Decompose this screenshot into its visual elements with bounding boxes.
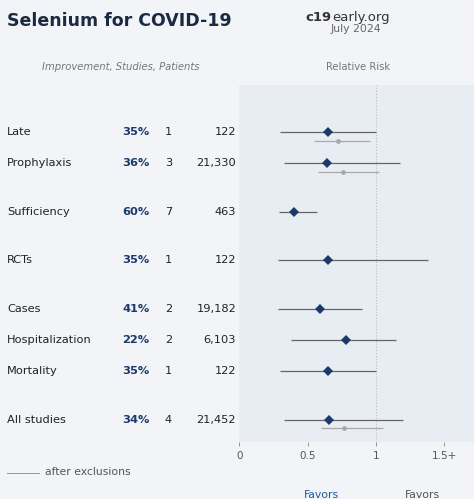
Text: 35%: 35% [122,127,149,137]
Text: 34%: 34% [122,415,149,425]
Text: 1: 1 [164,255,172,265]
Text: 6,103: 6,103 [203,335,236,345]
Text: Sufficiency: Sufficiency [7,207,70,217]
Text: Selenium for COVID-19: Selenium for COVID-19 [7,12,232,30]
Text: 1: 1 [164,366,172,376]
Text: Late: Late [7,127,32,137]
Text: 4: 4 [164,415,172,425]
Text: Favors
selenium: Favors selenium [297,490,346,499]
Text: Relative Risk: Relative Risk [326,62,390,72]
Text: c19: c19 [306,11,332,24]
Text: 122: 122 [215,127,236,137]
Text: July 2024: July 2024 [330,24,381,34]
Text: 41%: 41% [122,303,149,313]
Text: 35%: 35% [122,255,149,265]
Text: 3: 3 [164,158,172,168]
Text: 122: 122 [215,255,236,265]
Text: 122: 122 [215,366,236,376]
Text: Mortality: Mortality [7,366,58,376]
Text: after exclusions: after exclusions [45,467,131,477]
Text: Hospitalization: Hospitalization [7,335,92,345]
Text: Prophylaxis: Prophylaxis [7,158,73,168]
Text: 2: 2 [164,335,172,345]
Text: 21,330: 21,330 [196,158,236,168]
Text: 2: 2 [164,303,172,313]
Text: All studies: All studies [7,415,66,425]
Text: 60%: 60% [122,207,149,217]
Text: 7: 7 [164,207,172,217]
Text: Cases: Cases [7,303,41,313]
Text: early.org: early.org [333,11,391,24]
Text: 35%: 35% [122,366,149,376]
Text: 21,452: 21,452 [197,415,236,425]
Text: 463: 463 [215,207,236,217]
Text: 19,182: 19,182 [196,303,236,313]
Text: 22%: 22% [122,335,149,345]
Text: 1: 1 [164,127,172,137]
Text: Improvement, Studies, Patients: Improvement, Studies, Patients [42,62,200,72]
Text: 36%: 36% [122,158,149,168]
Text: RCTs: RCTs [7,255,33,265]
Text: Favors
control: Favors control [403,490,441,499]
